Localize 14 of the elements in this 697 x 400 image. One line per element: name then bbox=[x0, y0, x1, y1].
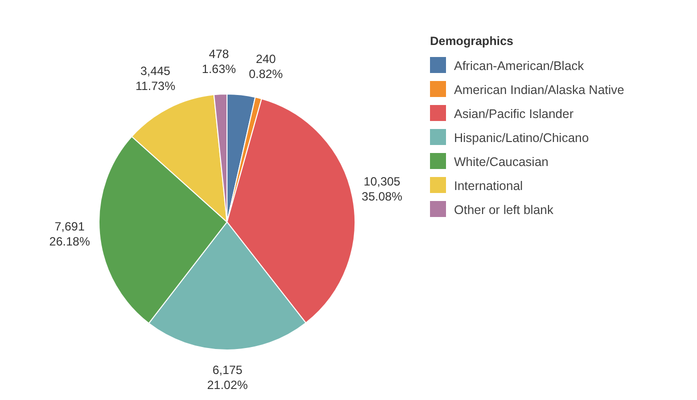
legend-label: Other or left blank bbox=[454, 203, 554, 217]
data-label: 3,445 11.73% bbox=[135, 64, 176, 94]
legend-title: Demographics bbox=[430, 34, 514, 48]
legend-label: Asian/Pacific Islander bbox=[454, 107, 574, 121]
legend-label: International bbox=[454, 179, 523, 193]
data-label: 240 0.82% bbox=[248, 52, 284, 81]
legend-label: White/Caucasian bbox=[454, 155, 549, 169]
legend-label: Hispanic/Latino/Chicano bbox=[454, 131, 589, 145]
data-label: 10,305 35.08% bbox=[362, 174, 403, 204]
legend-label: African-American/Black bbox=[454, 59, 585, 73]
data-label: 478 1.63% bbox=[202, 47, 236, 76]
data-label: 6,175 21.02% bbox=[207, 363, 248, 392]
legend-label: American Indian/Alaska Native bbox=[454, 83, 624, 97]
data-label: 7,691 26.18% bbox=[49, 219, 90, 248]
